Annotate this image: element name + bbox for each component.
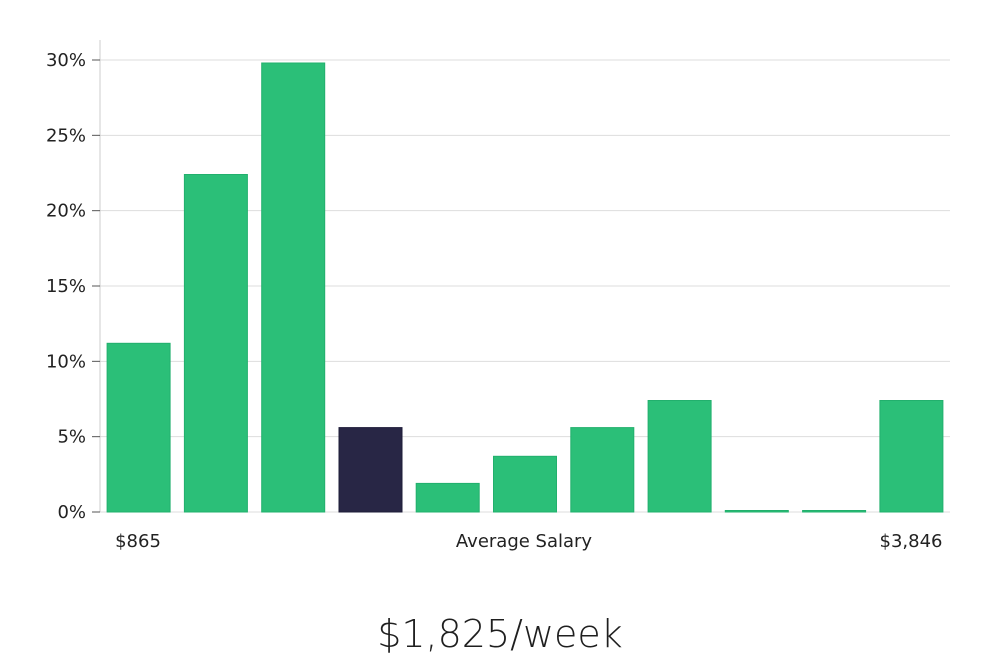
bars — [106, 62, 944, 513]
bar — [879, 400, 944, 513]
bar — [261, 62, 326, 513]
y-tick-label: 5% — [57, 427, 86, 448]
bar — [724, 510, 789, 513]
y-tick-label: 25% — [46, 125, 86, 146]
x-axis: $865 Average Salary $3,846 — [115, 531, 942, 552]
bar — [183, 174, 248, 513]
average-salary-value: $1,825/week — [377, 612, 623, 656]
bar — [106, 342, 171, 513]
y-axis: 0% 5% 10% 15% 20% 25% 30% — [46, 40, 101, 523]
bar — [570, 427, 635, 513]
bar-highlighted — [338, 427, 403, 513]
bar — [802, 510, 867, 513]
bar — [493, 455, 557, 513]
bar — [647, 400, 712, 513]
bar — [415, 482, 480, 513]
y-tick-label: 15% — [46, 276, 86, 297]
y-tick-label: 10% — [46, 351, 86, 372]
y-tick-label: 30% — [46, 50, 86, 71]
y-tick-label: 0% — [57, 502, 86, 523]
x-min-label: $865 — [115, 531, 161, 552]
x-center-label: Average Salary — [456, 531, 593, 552]
chart-canvas: 0% 5% 10% 15% 20% 25% 30% $865 Average Salary … — [46, 40, 950, 552]
y-tick-label: 20% — [46, 201, 86, 222]
x-max-label: $3,846 — [880, 531, 943, 552]
salary-chart: 0% 5% 10% 15% 20% 25% 30% $865 Average Salary … — [46, 40, 950, 552]
